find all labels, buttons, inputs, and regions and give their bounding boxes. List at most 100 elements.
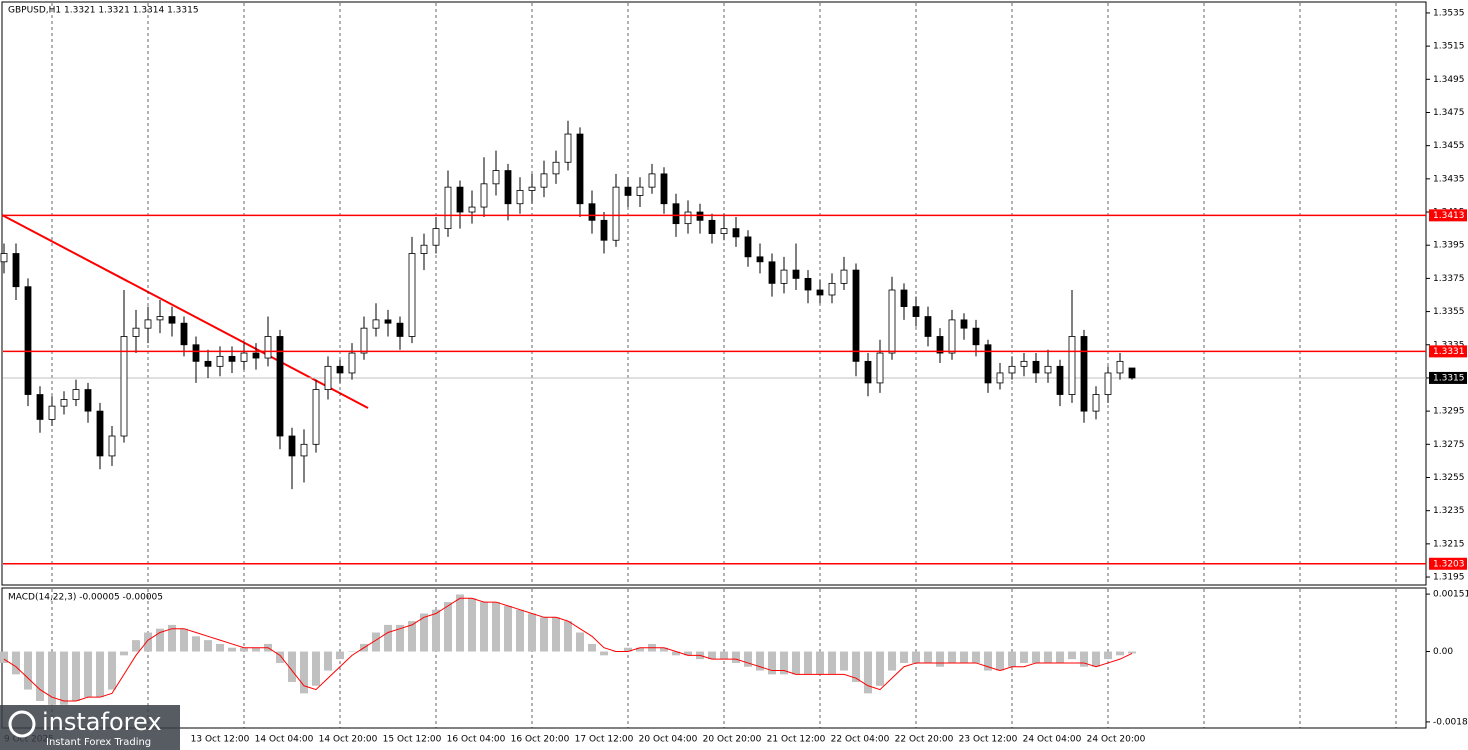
macd-bar [900, 651, 908, 663]
macd-bar [120, 651, 128, 656]
y-tick-label: 1.3195 [1433, 573, 1465, 583]
x-tick-label: 16 Oct 04:00 [447, 735, 506, 745]
macd-bar [996, 651, 1004, 671]
macd-bar [276, 651, 284, 663]
y-tick-label: 1.3375 [1433, 274, 1465, 284]
candle-body [264, 336, 272, 359]
macd-bar [60, 651, 68, 705]
candle-body [432, 228, 440, 246]
candle-body [444, 186, 452, 230]
macd-bar [1068, 651, 1076, 660]
macd-bar [636, 647, 644, 652]
y-tick-label: 1.3395 [1433, 241, 1465, 251]
candle-body [1068, 336, 1076, 395]
candle-body [960, 319, 968, 329]
candle-body [516, 190, 524, 205]
main-panel [1, 1, 1427, 586]
candle-body [228, 355, 236, 362]
candle-body [120, 336, 128, 437]
x-tick-label: 14 Oct 04:00 [255, 735, 314, 745]
macd-bar [48, 651, 56, 705]
macd-bar [420, 613, 428, 652]
candle-body [492, 170, 500, 185]
candle-body [780, 269, 788, 284]
macd-bar [12, 651, 20, 675]
y-tick-label: 1.3235 [1433, 506, 1465, 516]
macd-bar [1092, 651, 1100, 667]
macd-bar [720, 651, 728, 660]
candle-body [12, 253, 20, 288]
candle-body [180, 322, 188, 346]
macd-bar [1128, 651, 1136, 654]
macd-bar [840, 651, 848, 671]
macd-bar [1080, 651, 1088, 667]
candle-body [396, 322, 404, 337]
macd-bar [468, 598, 476, 652]
macd-bar [1032, 651, 1040, 663]
macd-bar [744, 651, 752, 667]
macd-bar [156, 628, 164, 652]
macd-bar [972, 651, 980, 663]
candle-body [708, 219, 716, 235]
macd-bar [552, 617, 560, 652]
candle-body [276, 336, 284, 437]
macd-bar [372, 632, 380, 652]
y-tick-label: 1.3335 [1433, 340, 1465, 350]
candle-body [852, 269, 860, 362]
y-tick-label: 1.3255 [1433, 473, 1465, 483]
candle-body [72, 389, 80, 400]
candle-body [744, 236, 752, 258]
candle-body [600, 219, 608, 241]
candle-body [324, 365, 332, 390]
candle-body [1116, 360, 1124, 374]
x-tick-label: 14 Oct 20:00 [319, 735, 378, 745]
candle-body [612, 186, 620, 241]
macd-bar [396, 624, 404, 652]
x-tick-label: 21 Oct 12:00 [767, 735, 826, 745]
candle-body [732, 228, 740, 238]
macd-bar [684, 651, 692, 656]
macd-bar [204, 640, 212, 652]
macd-bar [192, 636, 200, 652]
macd-bar [936, 651, 944, 667]
macd-bar [756, 651, 764, 671]
candle-body [1092, 394, 1100, 412]
macd-bar [528, 613, 536, 652]
candle-body [804, 277, 812, 291]
y-tick-label: 1.3215 [1433, 539, 1465, 549]
macd-bar [516, 609, 524, 652]
macd-bar [348, 651, 356, 653]
macd-bar [228, 647, 236, 652]
candle-body [996, 372, 1004, 384]
candle-body [192, 344, 200, 362]
macd-bar [708, 651, 716, 660]
candle-body [912, 306, 920, 317]
candle-body [936, 336, 944, 354]
x-tick-label: 22 Oct 20:00 [895, 735, 954, 745]
candle-body [384, 319, 392, 324]
macd-bar [492, 602, 500, 652]
macd-bar [960, 651, 968, 663]
candle-body [360, 327, 368, 354]
macd-bar [252, 647, 260, 652]
macd-bar [828, 651, 836, 675]
macd-y-tick-label: -0.00185 [1433, 717, 1468, 727]
level-label: 1.3413 [1433, 211, 1465, 221]
x-tick-label: 24 Oct 20:00 [1087, 735, 1146, 745]
candle-body [504, 170, 512, 205]
candle-body [1104, 372, 1112, 395]
x-tick-label: 15 Oct 12:00 [383, 735, 442, 745]
logo-bg [0, 705, 180, 750]
macd-bar [168, 624, 176, 652]
candle-body [48, 405, 56, 420]
y-tick-label: 1.3495 [1433, 75, 1465, 85]
x-tick-label: 22 Oct 04:00 [831, 735, 890, 745]
macd-bar [984, 651, 992, 671]
candle-body [792, 269, 800, 279]
candle-body [348, 352, 356, 374]
macd-bar [732, 651, 740, 663]
y-tick-label: 1.3455 [1433, 141, 1465, 151]
candle-body [288, 435, 296, 457]
candle-body [768, 261, 776, 284]
candle-body [756, 256, 764, 263]
